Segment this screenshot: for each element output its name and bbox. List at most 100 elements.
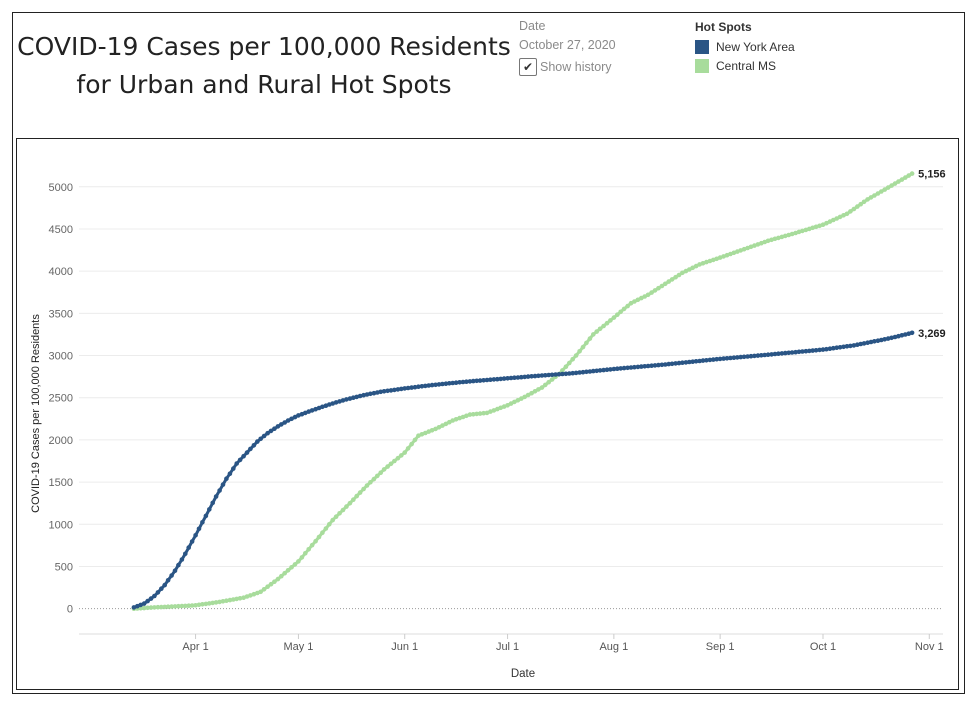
data-point-new-york	[663, 362, 668, 367]
title-line-2: for Urban and Rural Hot Spots	[76, 70, 452, 99]
data-point-central-ms	[892, 181, 898, 186]
date-filter-label: Date	[519, 19, 546, 33]
data-point-new-york	[241, 453, 246, 459]
data-point-new-york	[481, 378, 486, 383]
data-point-central-ms	[656, 285, 661, 291]
data-point-new-york	[289, 416, 294, 422]
data-point-new-york	[745, 354, 750, 359]
data-point-new-york	[309, 408, 315, 413]
data-point-central-ms	[519, 396, 524, 401]
data-point-new-york	[831, 345, 836, 351]
data-point-new-york	[471, 378, 476, 384]
data-point-new-york	[618, 366, 623, 371]
data-point-new-york	[669, 361, 675, 367]
data-point-new-york	[529, 374, 534, 379]
data-point-central-ms	[906, 173, 911, 178]
data-point-new-york	[265, 430, 270, 436]
legend-title: Hot Spots	[695, 20, 752, 34]
data-point-new-york	[752, 353, 757, 359]
series-markers-new-york	[131, 330, 915, 610]
data-point-new-york	[549, 372, 555, 378]
data-point-new-york	[776, 351, 781, 356]
data-point-new-york	[728, 355, 733, 361]
data-point-new-york	[724, 356, 730, 361]
data-point-new-york	[196, 526, 202, 532]
data-point-central-ms	[539, 385, 545, 390]
data-point-central-ms	[381, 467, 387, 472]
data-point-new-york	[450, 380, 456, 386]
chart-title: COVID-19 Cases per 100,000 Residents for…	[14, 28, 514, 104]
data-point-central-ms	[231, 597, 236, 602]
data-point-central-ms	[765, 238, 771, 244]
legend-item-central-ms[interactable]: Central MS	[695, 56, 795, 75]
data-point-new-york	[392, 387, 397, 393]
date-filter-value[interactable]: October 27, 2020	[519, 38, 616, 52]
data-point-central-ms	[155, 604, 161, 610]
data-point-new-york	[258, 436, 263, 442]
data-point-new-york	[800, 349, 805, 354]
data-point-central-ms	[405, 446, 411, 451]
data-point-new-york	[861, 341, 867, 346]
data-point-central-ms	[340, 507, 346, 513]
data-point-new-york	[412, 384, 418, 390]
data-point-central-ms	[306, 547, 312, 552]
data-point-central-ms	[303, 551, 308, 556]
data-point-central-ms	[741, 246, 747, 252]
data-point-new-york	[536, 373, 541, 379]
data-point-new-york	[217, 488, 222, 493]
x-tick-label: Apr 1	[182, 641, 208, 653]
data-point-central-ms	[152, 605, 157, 610]
data-point-central-ms	[330, 517, 336, 523]
x-tick-label: May 1	[283, 641, 313, 653]
show-history-toggle[interactable]: ✔ Show history	[519, 58, 616, 76]
data-point-central-ms	[909, 171, 915, 176]
data-point-new-york	[645, 363, 651, 369]
y-tick-label: 3000	[49, 351, 73, 363]
data-point-central-ms	[388, 461, 394, 467]
data-point-new-york	[426, 383, 432, 388]
data-point-central-ms	[693, 263, 699, 269]
data-point-new-york	[498, 376, 504, 382]
data-point-new-york	[738, 354, 743, 360]
data-point-new-york	[512, 375, 517, 380]
data-point-central-ms	[525, 392, 531, 398]
data-point-new-york	[769, 352, 774, 357]
data-point-central-ms	[505, 403, 510, 408]
data-point-central-ms	[676, 272, 682, 278]
data-point-central-ms	[642, 294, 647, 299]
data-point-new-york	[388, 388, 394, 393]
data-point-new-york	[690, 359, 695, 364]
data-point-central-ms	[865, 197, 870, 202]
data-point-central-ms	[659, 283, 665, 289]
data-point-new-york	[207, 507, 212, 512]
data-point-new-york	[543, 373, 548, 378]
data-point-central-ms	[471, 412, 476, 417]
data-point-new-york	[676, 360, 682, 366]
data-point-new-york	[234, 461, 239, 466]
data-point-central-ms	[591, 332, 596, 337]
data-point-new-york	[169, 573, 174, 578]
data-point-central-ms	[258, 589, 263, 595]
data-point-new-york	[488, 377, 493, 382]
data-point-central-ms	[224, 598, 229, 603]
data-point-central-ms	[453, 417, 459, 422]
data-point-central-ms	[604, 320, 610, 326]
data-point-new-york	[231, 466, 236, 471]
data-point-central-ms	[848, 209, 853, 214]
data-point-central-ms	[412, 437, 418, 443]
data-point-new-york	[765, 352, 771, 357]
data-point-new-york	[453, 380, 459, 385]
data-point-central-ms	[621, 306, 627, 312]
data-point-new-york	[433, 382, 438, 388]
data-point-central-ms	[268, 581, 274, 587]
legend-swatch-new-york	[695, 39, 709, 54]
data-point-central-ms	[193, 603, 198, 608]
data-point-new-york	[405, 385, 411, 391]
series-markers-central-ms	[131, 171, 915, 611]
legend-item-new-york[interactable]: New York Area	[695, 37, 795, 56]
data-point-central-ms	[217, 599, 222, 605]
data-point-new-york	[642, 364, 647, 369]
date-filter: Date October 27, 2020 ✔ Show history	[519, 19, 616, 76]
show-history-checkbox[interactable]: ✔	[519, 58, 537, 76]
data-point-central-ms	[608, 318, 613, 323]
